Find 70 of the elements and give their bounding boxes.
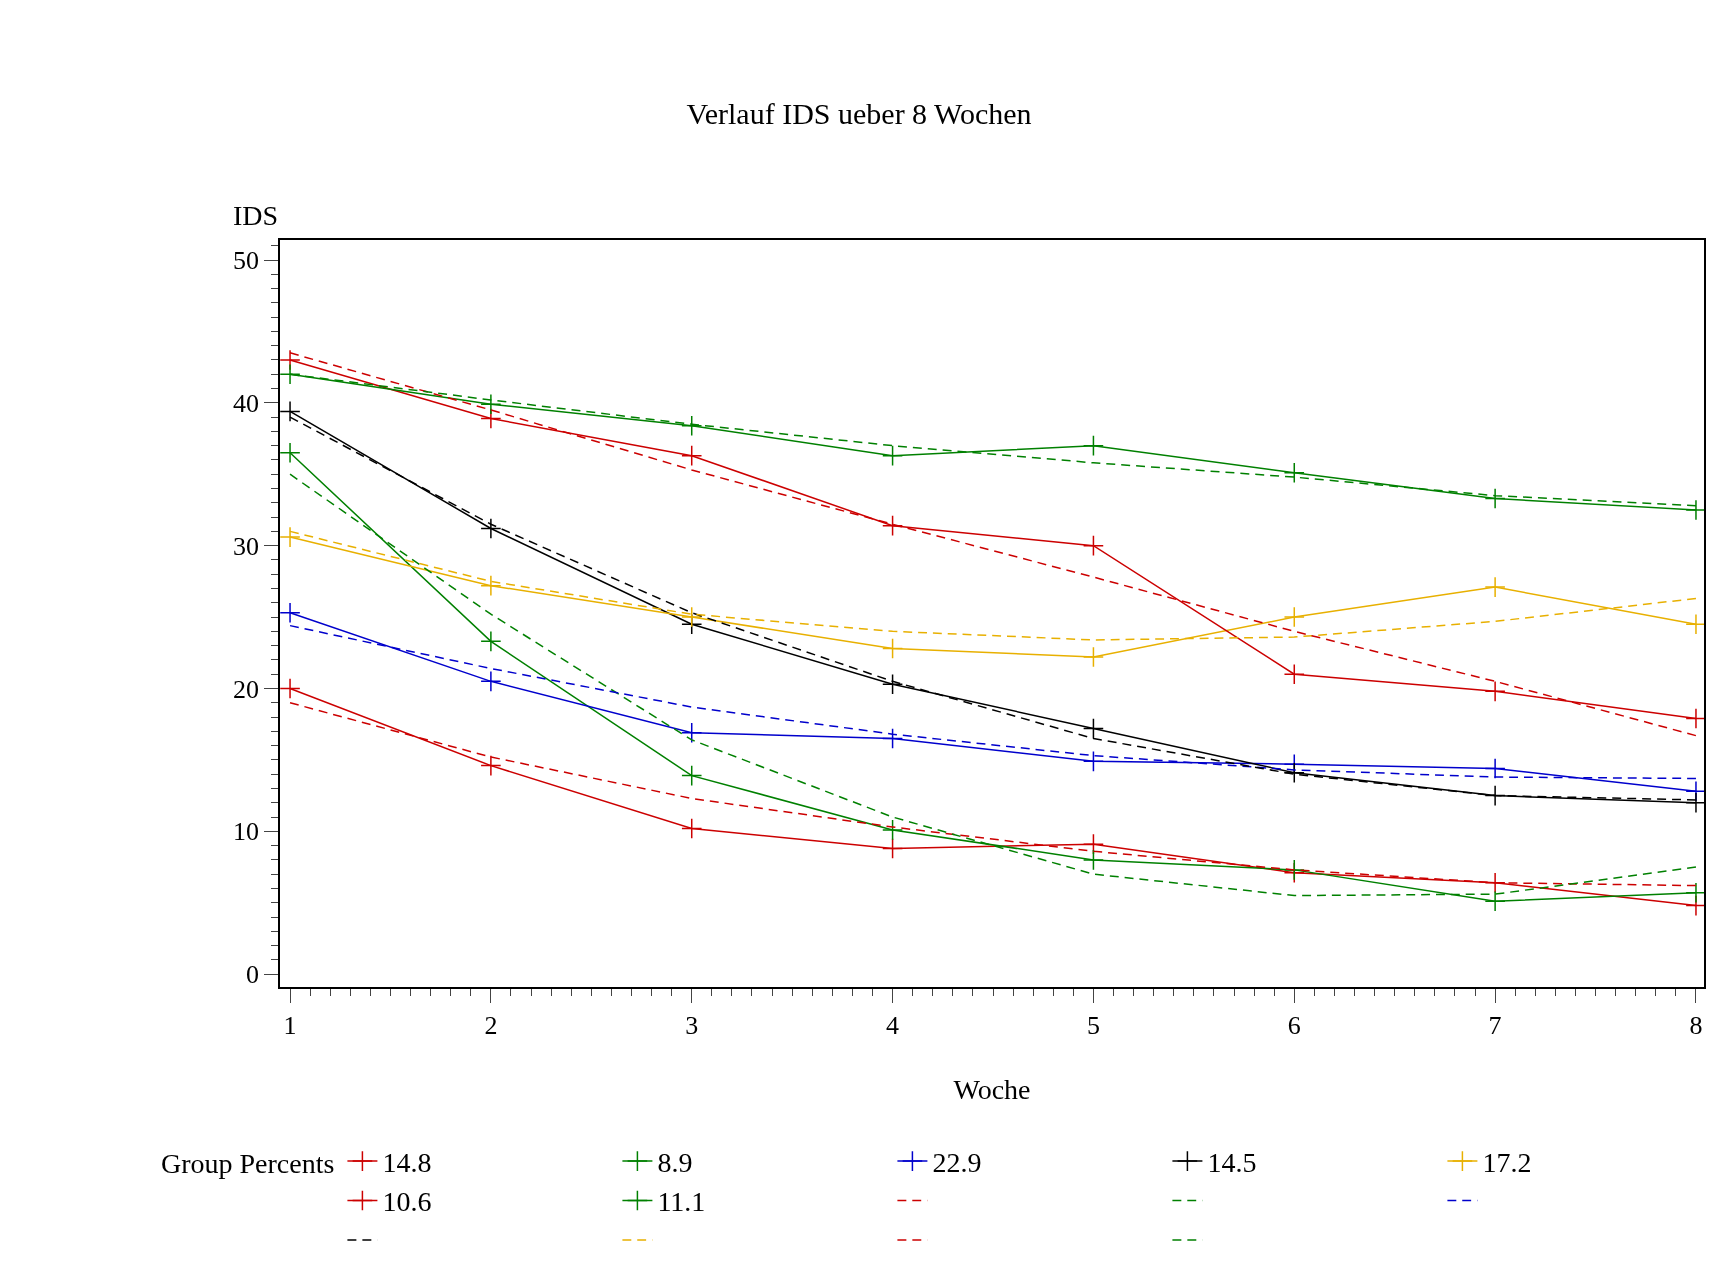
point bbox=[1082, 435, 1104, 457]
point bbox=[1685, 499, 1707, 521]
x-axis-title: Woche bbox=[953, 1073, 1031, 1105]
x-tick-label: 6 bbox=[1287, 1010, 1301, 1040]
x-tick-label: 5 bbox=[1086, 1010, 1100, 1040]
point bbox=[1283, 663, 1305, 685]
point bbox=[882, 445, 904, 467]
point bbox=[1283, 462, 1305, 484]
legend-label: 10.6 bbox=[382, 1186, 432, 1218]
point bbox=[681, 722, 703, 744]
legend-label: 14.5 bbox=[1207, 1147, 1257, 1179]
point bbox=[1082, 750, 1104, 772]
point bbox=[1484, 680, 1506, 702]
point bbox=[279, 442, 301, 464]
point bbox=[279, 363, 301, 385]
y-tick-label: 30 bbox=[233, 531, 260, 561]
point bbox=[1685, 707, 1707, 730]
point bbox=[1685, 882, 1707, 904]
point bbox=[1283, 606, 1305, 628]
x-tick-label: 4 bbox=[886, 1010, 900, 1040]
point bbox=[1685, 792, 1707, 814]
y-tick-label: 50 bbox=[233, 246, 260, 276]
point bbox=[681, 606, 703, 628]
point bbox=[681, 765, 703, 787]
y-axis-title: IDS bbox=[233, 200, 279, 231]
point bbox=[480, 755, 502, 777]
point bbox=[279, 677, 301, 700]
x-tick-label: 7 bbox=[1488, 1010, 1502, 1040]
point bbox=[480, 630, 502, 652]
point bbox=[1082, 849, 1104, 871]
point bbox=[480, 575, 502, 597]
point bbox=[279, 400, 301, 422]
x-tick-label: 2 bbox=[484, 1010, 498, 1040]
point bbox=[279, 602, 301, 624]
x-tick-label: 1 bbox=[283, 1010, 297, 1040]
point bbox=[279, 526, 301, 548]
x-tick-label: 3 bbox=[685, 1010, 699, 1040]
legend-label: 22.9 bbox=[932, 1147, 982, 1179]
point bbox=[1082, 535, 1104, 557]
point bbox=[681, 415, 703, 437]
point bbox=[882, 515, 904, 537]
point bbox=[882, 819, 904, 841]
legend-label: 17.2 bbox=[1482, 1147, 1532, 1179]
legend-label: 11.1 bbox=[657, 1186, 706, 1218]
y-tick-label: 40 bbox=[233, 388, 260, 418]
point bbox=[1283, 762, 1305, 784]
point bbox=[1484, 785, 1506, 807]
point bbox=[882, 727, 904, 750]
chart-title: Verlauf IDS ueber 8 Wochen bbox=[686, 96, 1032, 130]
point bbox=[681, 445, 703, 467]
point bbox=[882, 637, 904, 660]
y-tick-label: 10 bbox=[233, 817, 260, 847]
point bbox=[480, 670, 502, 692]
y-tick-label: 20 bbox=[233, 674, 260, 704]
point bbox=[1484, 576, 1506, 598]
point bbox=[480, 393, 502, 415]
point bbox=[1082, 717, 1104, 740]
point bbox=[1082, 646, 1104, 668]
legend-label: 8.9 bbox=[657, 1147, 693, 1179]
point bbox=[882, 837, 904, 860]
x-tick-label: 8 bbox=[1689, 1010, 1703, 1040]
point bbox=[480, 517, 502, 540]
legend-title: Group Percents bbox=[161, 1147, 335, 1179]
point bbox=[1484, 487, 1506, 510]
point bbox=[1685, 613, 1707, 635]
y-tick-label: 0 bbox=[246, 960, 260, 990]
legend-label: 14.8 bbox=[382, 1147, 432, 1179]
point bbox=[1484, 890, 1506, 912]
point bbox=[681, 817, 703, 840]
point bbox=[882, 673, 904, 695]
